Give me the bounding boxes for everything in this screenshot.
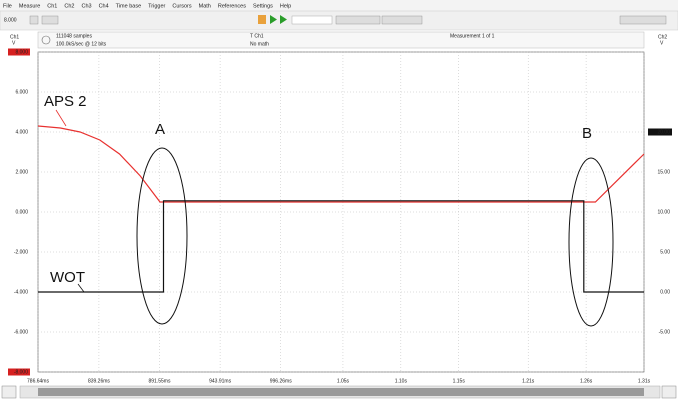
right-unit: V: [660, 40, 664, 46]
axis-limit-box: [8, 48, 30, 56]
annotation-label: B: [582, 125, 592, 142]
sample-rate: 100.0kS/sec @ 12 bits: [56, 41, 107, 47]
view-button[interactable]: [1, 385, 17, 399]
x-tick-label: 1.21s: [522, 378, 535, 384]
annotation-ellipse: [568, 157, 614, 327]
y2-tick-label: 20.00: [657, 129, 670, 135]
menu-item[interactable]: Ch2: [64, 3, 74, 9]
trigger-channel: T Ch1: [250, 33, 264, 39]
grid: [37, 51, 645, 373]
menu: File Measure Ch1 Ch2 Ch3 Ch4 Time base Trigger C…: [3, 3, 291, 9]
y-tick-label: -6.000: [14, 329, 28, 335]
annotation-label: A: [155, 121, 165, 138]
x-tick-label: 1.31s: [638, 378, 651, 384]
y-tick-label: -8.000: [14, 369, 28, 375]
y-tick-label: 0.000: [15, 209, 28, 215]
menu-item[interactable]: Ch4: [99, 3, 109, 9]
x-tick-label: 839.26ms: [88, 378, 110, 384]
y2-tick-label: 0.00: [660, 289, 670, 295]
left-channel: Ch1: [10, 34, 19, 40]
x-tick-label: 891.55ms: [148, 378, 170, 384]
math-status: No math: [250, 41, 269, 47]
menu-item[interactable]: Ch1: [47, 3, 57, 9]
x-tick-label: 1.26s: [580, 378, 593, 384]
menu-item[interactable]: Trigger: [148, 3, 165, 9]
menu-item[interactable]: Math: [199, 3, 211, 9]
x-tick-label: 786.64ms: [27, 378, 49, 384]
y2-tick-label: 10.00: [657, 209, 670, 215]
annotation-ellipse: [136, 147, 188, 325]
right-channel: Ch2: [658, 34, 667, 40]
menu-item[interactable]: Ch3: [81, 3, 91, 9]
menu-item[interactable]: Help: [280, 3, 291, 9]
axis-limit-box: [648, 128, 672, 136]
left-unit: V: [12, 40, 16, 46]
y-tick-label: 2.000: [15, 169, 28, 175]
toolbar-icons: [29, 15, 667, 25]
callout-line: [77, 283, 85, 293]
info-bar: [37, 31, 645, 49]
x-tick-label: 943.91ms: [209, 378, 231, 384]
info-icon: [41, 35, 51, 45]
scroll-thumb[interactable]: [38, 388, 644, 396]
y2-tick-label: -5.00: [659, 329, 671, 335]
y-tick-label: -2.000: [14, 249, 28, 255]
x-tick-label: 1.10s: [395, 378, 408, 384]
series-label: APS 2: [44, 93, 87, 110]
zoom-value[interactable]: 8.000: [4, 17, 17, 23]
x-tick-label: 1.05s: [337, 378, 350, 384]
y-tick-label: 4.000: [15, 129, 28, 135]
sample-count: 111048 samples: [56, 33, 92, 39]
callout-line: [55, 109, 67, 127]
x-tick-label: 996.26ms: [270, 378, 292, 384]
view-button[interactable]: [661, 385, 677, 399]
menu-item[interactable]: Measure: [19, 3, 40, 9]
menu-item[interactable]: Cursors: [172, 3, 192, 9]
y-tick-label: 8.000: [15, 49, 28, 55]
menu-item[interactable]: File: [3, 3, 12, 9]
y2-tick-label: 5.00: [660, 249, 670, 255]
y-tick-label: -4.000: [14, 289, 28, 295]
menu-item[interactable]: References: [218, 3, 246, 9]
axis-limit-box: [8, 368, 30, 376]
measurement-count: Measurement 1 of 1: [450, 33, 495, 39]
y-tick-label: 6.000: [15, 89, 28, 95]
x-tick-label: 1.15s: [453, 378, 466, 384]
series-label: WOT: [50, 269, 85, 286]
menu-bar: [0, 0, 678, 11]
y2-tick-label: 15.00: [657, 169, 670, 175]
menu-item[interactable]: Time base: [116, 3, 141, 9]
trace: [37, 125, 645, 203]
menu-item[interactable]: Settings: [253, 3, 273, 9]
